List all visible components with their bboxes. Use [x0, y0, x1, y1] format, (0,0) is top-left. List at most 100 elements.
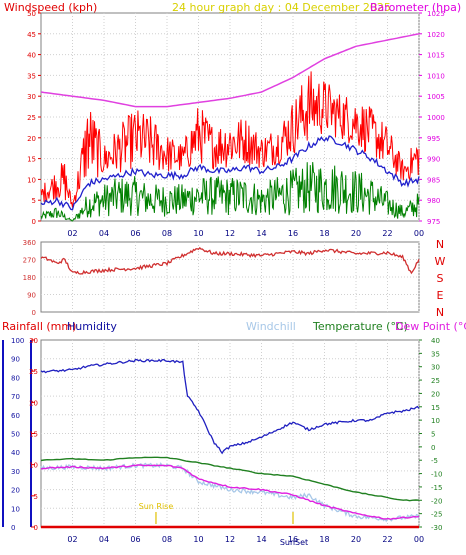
- temperature-tick-label: -30: [431, 524, 442, 532]
- temperature-x-tick-label: 18: [319, 535, 329, 544]
- windspeed-tick-label: 50: [27, 10, 36, 18]
- sunrise-label: Sun Rise: [139, 502, 174, 511]
- temperature-panel-grid: [41, 340, 420, 527]
- wind-x-tick-label: 14: [256, 229, 266, 238]
- barometer-tick-label: 985: [427, 176, 440, 184]
- direction-tick-label: 360: [23, 239, 36, 247]
- temperature-tick-label: -10: [431, 471, 442, 479]
- wind-x-tick-label: 10: [193, 229, 203, 238]
- sunset-label: SunSet: [280, 538, 308, 547]
- humidity-tick-label: 90: [11, 356, 20, 364]
- rainfall-tick-label: 30: [29, 337, 38, 345]
- dewpoint-line: [40, 464, 420, 521]
- humidity-tick-label: 100: [11, 337, 24, 345]
- temperature-tick-label: -15: [431, 484, 442, 492]
- wind-x-tick-label: 02: [67, 229, 77, 238]
- direction-series: [40, 246, 420, 275]
- temperature-tick-label: 5: [431, 431, 435, 439]
- graph-title: 24 hour graph day : 04 December 2025: [172, 1, 391, 14]
- barometer-tick-label: 995: [427, 135, 440, 143]
- temperature-tick-label: -5: [431, 457, 438, 465]
- wind-x-tick-label: 20: [351, 229, 361, 238]
- rainfall-axis: 0 5 10 15 20 25 30: [29, 337, 38, 532]
- direction-axis: 360 270 180 90 0: [23, 239, 36, 317]
- temperature-tick-label: 35: [431, 350, 440, 358]
- wind-x-tick-label: 04: [99, 229, 109, 238]
- temperature-tick-label: 30: [431, 364, 440, 372]
- windspeed-tick-label: 20: [27, 135, 36, 143]
- barometer-line: [40, 33, 420, 108]
- temperature-x-tick-label: 00: [414, 535, 424, 544]
- windspeed-tick-label: 10: [27, 176, 36, 184]
- barometer-tick-label: 1020: [427, 31, 445, 39]
- temperature-x-tick-label: 16: [288, 535, 298, 544]
- windspeed-tick-label: 0: [32, 218, 36, 226]
- windspeed-tick-label: 35: [27, 72, 36, 80]
- rainfall-tick-label: 5: [34, 493, 38, 501]
- temperature-x-tick-label: 06: [130, 535, 140, 544]
- rainfall-title: Rainfall (mm): [2, 320, 76, 333]
- direction-tick-label: 180: [23, 274, 36, 282]
- wind-direction-line: [40, 246, 420, 275]
- temperature-tick-label: 15: [431, 404, 440, 412]
- temperature-tick-label: 25: [431, 377, 440, 385]
- humidity-axis: 0 10 20 30 40 50 60 70 80 90 100: [2, 337, 24, 532]
- temperature-tick-label: 0: [431, 444, 435, 452]
- temperature-tick-label: 20: [431, 390, 440, 398]
- temperature-title: Temperature (°C): [312, 320, 408, 333]
- compass-label: N: [436, 306, 444, 319]
- compass-label: S: [437, 272, 444, 285]
- temperature-x-tick-label: 10: [193, 535, 203, 544]
- wind-x-tick-label: 16: [288, 229, 298, 238]
- barometer-tick-label: 1010: [427, 72, 445, 80]
- wind-x-tick-label: 06: [130, 229, 140, 238]
- humidity-tick-label: 0: [11, 524, 15, 532]
- windspeed-title: Windspeed (kph): [4, 1, 97, 14]
- rainfall-tick-label: 25: [29, 368, 38, 376]
- temperature-x-axis: 02 04 06 08 10 12 14 16 18 20 22 00: [67, 535, 424, 544]
- direction-panel-grid: [41, 242, 420, 312]
- humidity-tick-label: 50: [11, 431, 20, 439]
- windspeed-tick-label: 45: [27, 31, 36, 39]
- temperature-x-tick-label: 14: [256, 535, 266, 544]
- wind-x-tick-label: 08: [162, 229, 172, 238]
- barometer-title: Barometer (hpa): [370, 1, 461, 14]
- sun-events: Sun Rise SunSet: [139, 502, 309, 547]
- barometer-tick-label: 1015: [427, 52, 445, 60]
- humidity-tick-label: 40: [11, 449, 20, 457]
- humidity-tick-label: 70: [11, 393, 20, 401]
- humidity-line: [40, 358, 420, 455]
- wind-x-tick-label: 18: [319, 229, 329, 238]
- temperature-tick-label: 40: [431, 337, 440, 345]
- rainfall-tick-label: 10: [29, 462, 38, 470]
- dewpoint-title: Dew Point (°C): [395, 320, 466, 333]
- windspeed-axis: 0 5 10 15 20 25 30 35 40 45 50: [27, 10, 41, 226]
- compass-label: E: [437, 289, 444, 302]
- temperature-series: [40, 358, 420, 529]
- temperature-x-tick-label: 08: [162, 535, 172, 544]
- windspeed-tick-label: 30: [27, 93, 36, 101]
- humidity-title: Humidity: [67, 320, 117, 333]
- temperature-x-tick-label: 02: [67, 535, 77, 544]
- compass-label: N: [436, 238, 444, 251]
- rainfall-tick-label: 20: [29, 399, 38, 407]
- barometer-tick-label: 1000: [427, 114, 445, 122]
- barometer-tick-label: 990: [427, 156, 440, 164]
- humidity-tick-label: 60: [11, 412, 20, 420]
- wind-x-tick-label: 12: [225, 229, 235, 238]
- wind-lull-line: [40, 162, 420, 222]
- direction-tick-label: 0: [32, 309, 36, 317]
- windspeed-tick-label: 40: [27, 52, 36, 60]
- windchill-line: [40, 462, 420, 523]
- barometer-tick-label: 1005: [427, 93, 445, 101]
- temperature-axis: -30 -25 -20 -15 -10 -5 0 5 10 15 20 25 30 35 40: [419, 337, 442, 532]
- temperature-x-tick-label: 12: [225, 535, 235, 544]
- barometer-tick-label: 980: [427, 197, 440, 205]
- wind-x-axis: 02 04 06 08 10 12 14 16 18 20 22 00: [67, 229, 424, 238]
- temperature-tick-label: -25: [431, 511, 442, 519]
- barometer-tick-label: 1025: [427, 10, 445, 18]
- humidity-tick-label: 20: [11, 487, 20, 495]
- windchill-title: Windchill: [246, 320, 296, 333]
